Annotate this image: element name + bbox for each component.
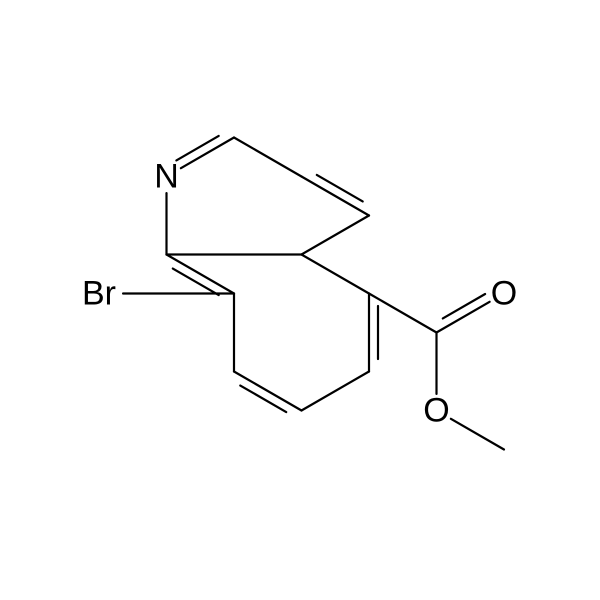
atom-label-n: N (154, 158, 179, 196)
atom-label-br: Br (82, 275, 116, 313)
atom-label-o: O (423, 392, 449, 430)
atom-label-o: O (491, 275, 517, 313)
molecule-diagram: N Br O O (0, 0, 600, 600)
